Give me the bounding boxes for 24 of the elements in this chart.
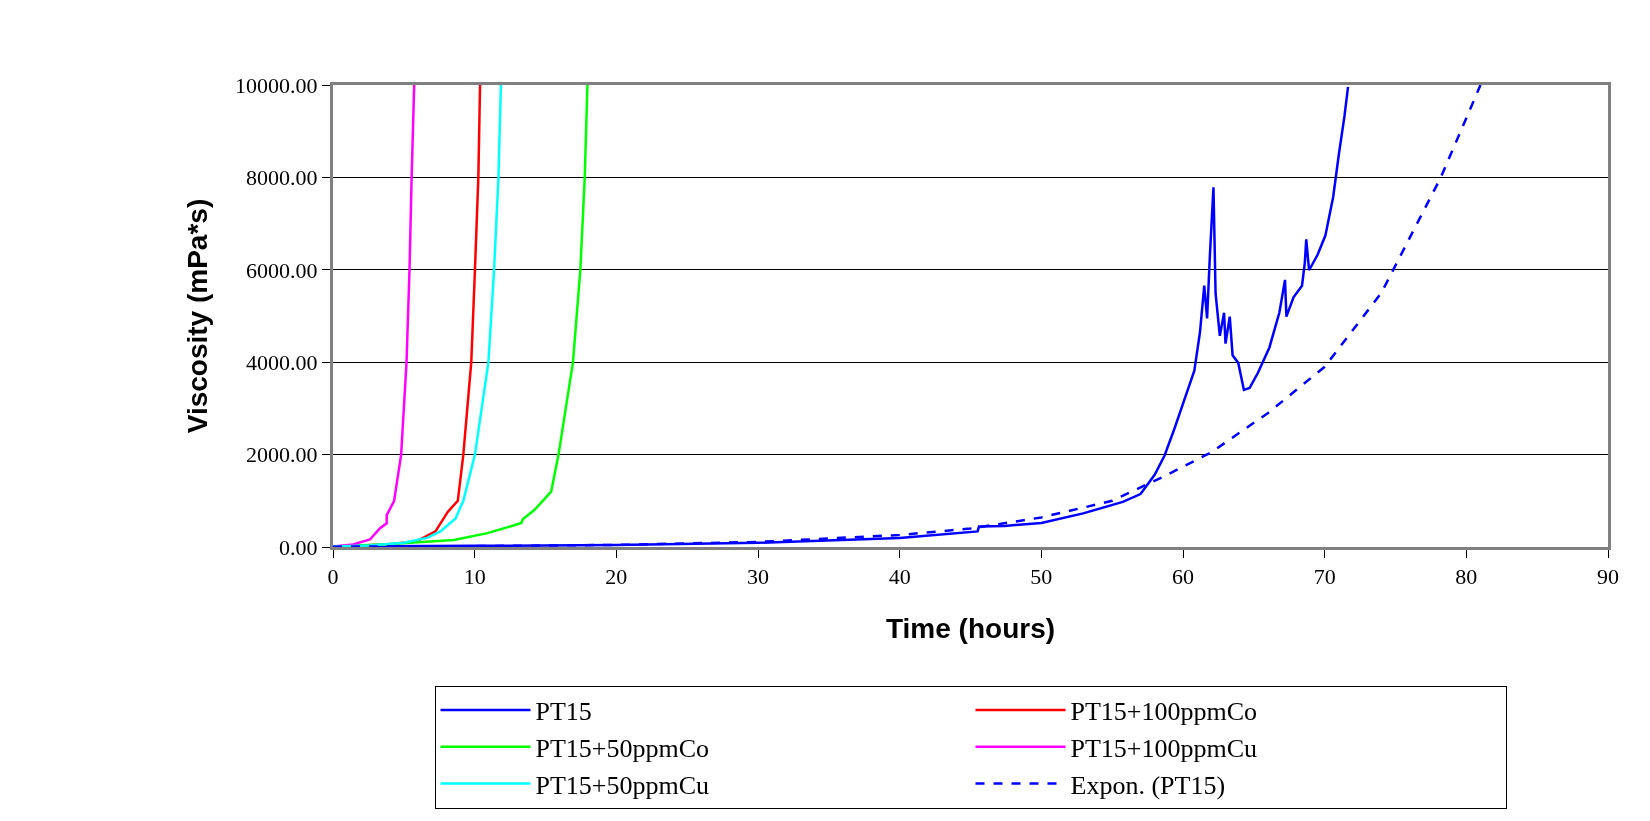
y-tick-label: 6000.00 xyxy=(246,257,318,283)
y-tick-label: 0.00 xyxy=(279,534,318,560)
x-tick-label: 40 xyxy=(888,564,911,590)
legend-label: PT15+50ppmCo xyxy=(535,733,710,763)
x-tick-label: 30 xyxy=(747,564,769,590)
x-axis-title: Time (hours) xyxy=(885,612,1056,644)
x-tick-label: 90 xyxy=(1597,564,1619,590)
y-tick-label: 10000.00 xyxy=(235,72,318,98)
y-tick-label: 4000.00 xyxy=(246,349,318,375)
y-tick-label: 8000.00 xyxy=(246,165,318,191)
legend-label: PT15 xyxy=(535,697,592,727)
legend-label: Expon. (PT15) xyxy=(1070,770,1226,800)
x-tick-label: 80 xyxy=(1455,564,1478,590)
y-tick-label: 2000.00 xyxy=(246,442,318,468)
x-tick-label: 10 xyxy=(463,564,486,590)
y-axis-title: Viscosity (mPa*s) xyxy=(181,198,213,434)
legend-label: PT15+100ppmCo xyxy=(1070,697,1258,727)
legend-label: PT15+50ppmCu xyxy=(535,770,710,800)
x-tick-label: 0 xyxy=(327,564,339,590)
x-tick-label: 50 xyxy=(1030,564,1053,590)
legend-label: PT15+100ppmCu xyxy=(1070,733,1258,763)
x-tick-label: 20 xyxy=(605,564,628,590)
x-tick-label: 70 xyxy=(1313,564,1336,590)
x-tick-label: 60 xyxy=(1172,564,1194,590)
